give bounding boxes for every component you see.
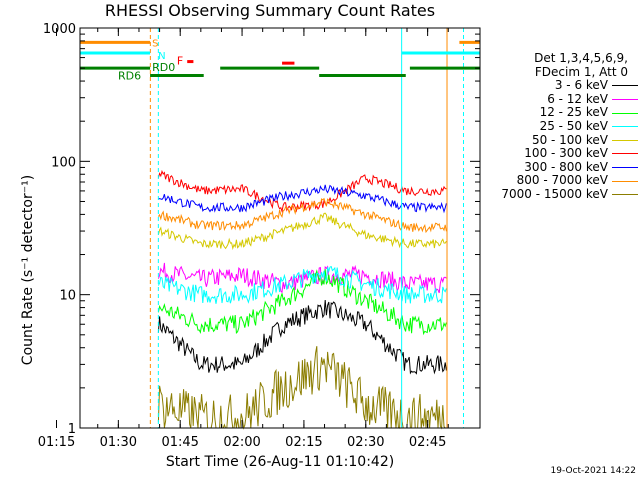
legend-swatch: [612, 99, 638, 101]
legend-swatch: [612, 180, 638, 182]
series-line-1: [157, 299, 447, 375]
y-axis-label: Count Rate (s⁻¹ detector⁻¹): [20, 174, 36, 366]
legend-swatch: [612, 126, 638, 128]
flag-label-s: S: [152, 38, 158, 49]
legend-label: 6 - 12 keV: [547, 91, 608, 106]
legend-swatch: [612, 85, 638, 87]
legend-label: 800 - 7000 keV: [516, 173, 608, 188]
legend-entry: 300 - 800 keV: [482, 159, 638, 175]
x-axis-label: Start Time (26-Aug-11 01:10:42): [165, 454, 395, 470]
flag-label-f: F: [177, 55, 183, 68]
legend-entry: 6 - 12 keV: [482, 91, 638, 107]
series-line-5: [157, 212, 447, 251]
legend-label: 50 - 100 keV: [531, 132, 608, 147]
x-tick-label: 02:15: [285, 435, 322, 450]
legend-entry: 100 - 300 keV: [482, 147, 638, 161]
legend-entry: 800 - 7000 keV: [482, 174, 638, 188]
plot-frame: [79, 27, 481, 429]
legend: Det 1,3,4,5,6,9, FDecim 1, Att 0 3 - 6 k…: [482, 51, 638, 202]
legend-swatch: [612, 153, 638, 155]
legend-label: 100 - 300 keV: [524, 146, 608, 161]
legend-swatch: [612, 112, 638, 114]
flag-label-rd6: RD6: [118, 70, 141, 83]
y-tick-label: 1: [68, 422, 76, 437]
legend-entry: 25 - 50 keV: [482, 118, 638, 134]
x-tick-label: 02:30: [347, 435, 384, 450]
x-tick-label: 02:00: [223, 435, 260, 450]
series-line-7: [158, 184, 447, 214]
x-tick-label: 02:45: [409, 435, 446, 450]
timestamp: 19-Oct-2021 14:22: [550, 466, 636, 476]
y-tick-label: 1000: [43, 22, 76, 37]
legend-label: 3 - 6 keV: [554, 78, 608, 93]
legend-label: 300 - 800 keV: [524, 159, 608, 174]
flag-label-rd0: RD0: [152, 61, 175, 74]
chart-title: RHESSI Observing Summary Count Rates: [104, 1, 436, 20]
legend-swatch: [612, 139, 638, 141]
legend-header-decimation: FDecim 1, Att 0: [534, 64, 628, 79]
legend-swatch: [612, 167, 638, 169]
legend-label: 25 - 50 keV: [539, 118, 608, 133]
flag-label-n: N: [158, 51, 165, 62]
legend-label: 12 - 25 keV: [539, 105, 608, 120]
x-tick-label: 01:30: [100, 435, 137, 450]
legend-entry: 3 - 6 keV: [482, 79, 638, 93]
legend-entry: 50 - 100 keV: [482, 132, 638, 148]
x-tick-label: 01:45: [161, 435, 198, 450]
legend-entry: 12 - 25 keV: [482, 106, 638, 120]
x-tick-label: 01:15: [38, 435, 75, 450]
legend-label: 7000 - 15000 keV: [501, 186, 608, 201]
y-tick-label: 100: [51, 155, 76, 170]
series-line-9: [157, 346, 447, 430]
y-tick-label: 10: [59, 289, 76, 304]
legend-entry: 7000 - 15000 keV: [482, 186, 638, 202]
legend-swatch: [612, 194, 638, 196]
series-line-4: [157, 265, 447, 304]
legend-header-detectors: Det 1,3,4,5,6,9,: [534, 51, 628, 65]
series-line-2: [157, 262, 447, 294]
series-line-3: [157, 269, 447, 336]
series-line-8: [157, 197, 447, 234]
